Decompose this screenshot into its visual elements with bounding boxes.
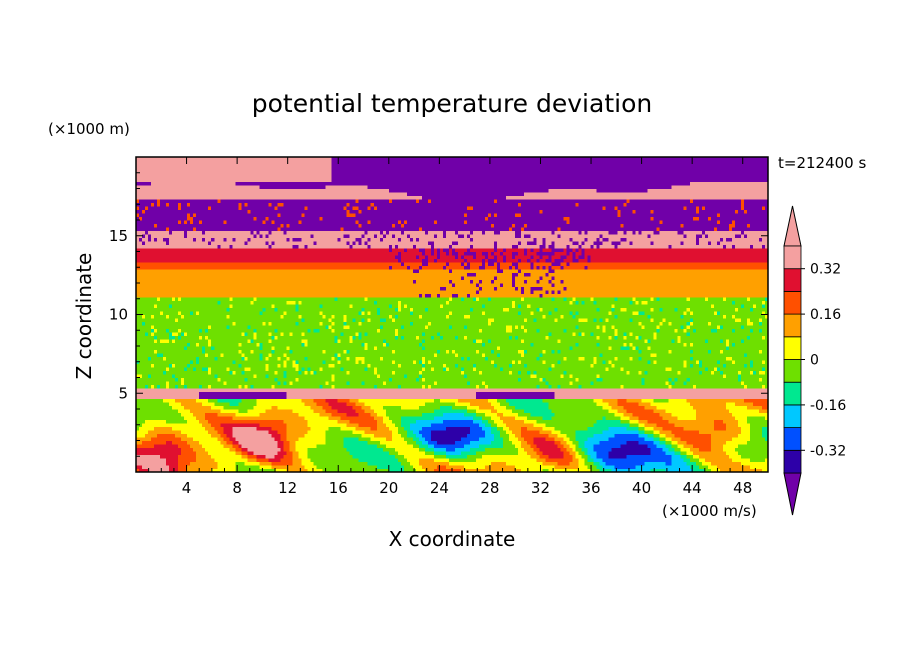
y-axis-label: Z coordinate [72,253,96,380]
plot-area [135,156,769,473]
x-tick-label: 40 [632,479,651,497]
x-axis: 4 8 12 16 20 24 28 32 36 40 44 48 [148,157,756,497]
time-label: t=212400 s [778,154,866,172]
colorbar-extend-min [783,472,802,516]
y-tick-label: 10 [109,306,128,324]
y-tick-label: 5 [118,384,128,402]
x-unit-label: (×1000 m/s) [662,502,757,520]
y-tick-label: 15 [109,227,128,245]
colorbar-box [783,359,802,383]
colorbar-box [783,404,802,428]
y-unit-label: (×1000 m) [48,120,130,138]
x-tick-label: 44 [683,479,702,497]
x-tick-label: 32 [531,479,550,497]
x-tick-label: 48 [733,479,752,497]
y-axis: 5 10 15 [109,172,768,457]
colorbar-box [783,290,802,315]
colorbar-box [783,427,802,451]
x-tick-label: 24 [430,479,449,497]
chart-title: potential temperature deviation [252,89,652,118]
colorbar-label: -0.32 [810,443,846,459]
colorbar-label: -0.16 [810,398,846,414]
colorbar-box [783,268,802,292]
colorbar-box [783,336,802,360]
colorbar-box [783,313,802,338]
colorbar-box [783,449,802,474]
colorbar-label: 0 [810,353,819,369]
x-tick-label: 36 [581,479,600,497]
field-cells [136,157,769,473]
colorbar-label: 0.16 [810,307,841,323]
x-tick-label: 16 [329,479,348,497]
x-tick-label: 4 [182,479,192,497]
x-axis-label: X coordinate [389,527,516,551]
x-tick-label: 8 [232,479,242,497]
colorbar-label: 0.32 [810,262,841,278]
colorbar: 0.32 0.16 0 -0.16 -0.32 [783,205,846,516]
colorbar-extend-max [783,205,802,247]
colorbar-box [783,381,802,406]
x-tick-label: 12 [278,479,297,497]
x-tick-label: 20 [379,479,398,497]
x-tick-label: 28 [480,479,499,497]
colorbar-box [783,245,802,270]
